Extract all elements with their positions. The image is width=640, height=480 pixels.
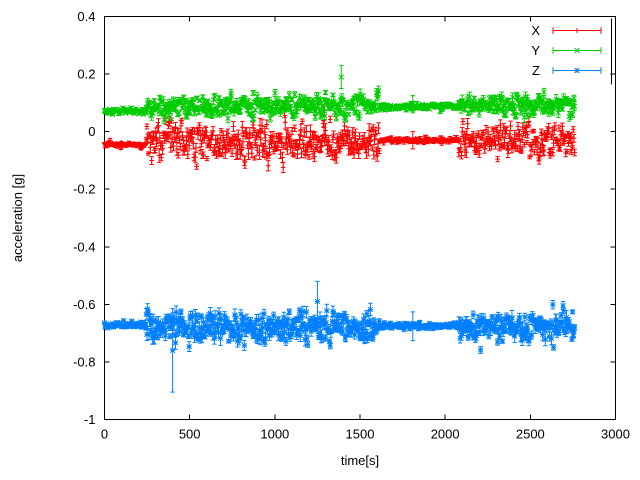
y-tick-label: 0.4 — [77, 9, 95, 24]
x-tick-label: 1500 — [346, 427, 375, 442]
x-tick-label: 500 — [179, 427, 201, 442]
y-tick-label: 0 — [88, 124, 95, 139]
data-layer — [101, 64, 578, 393]
x-tick-label: 3000 — [601, 427, 630, 442]
y-tick-label: -0.2 — [73, 182, 95, 197]
x-axis-title: time[s] — [341, 453, 379, 468]
y-tick-label: -0.6 — [73, 297, 95, 312]
series-z — [101, 280, 578, 393]
series-x — [102, 102, 578, 173]
series-y — [101, 64, 578, 124]
x-tick-label: 2500 — [516, 427, 545, 442]
x-tick-label: 2000 — [431, 427, 460, 442]
y-tick-label: 0.2 — [77, 67, 95, 82]
y-tick-label: -0.4 — [73, 239, 95, 254]
x-tick-label: 0 — [101, 427, 108, 442]
legend-label-x: X — [531, 23, 540, 38]
y-tick-label: -1 — [84, 412, 96, 427]
y-tick-label: -0.8 — [73, 354, 95, 369]
x-tick-label: 1000 — [260, 427, 289, 442]
legend: XYZ — [531, 18, 612, 85]
legend-label-y: Y — [531, 43, 540, 58]
legend-label-z: Z — [532, 63, 540, 78]
axis-layer: 0 500 1000 1500 2000 2500 3000 -1 -0.8 -0.6 -0.4 -0… — [73, 9, 630, 442]
y-axis-title: acceleration [g] — [10, 174, 25, 262]
